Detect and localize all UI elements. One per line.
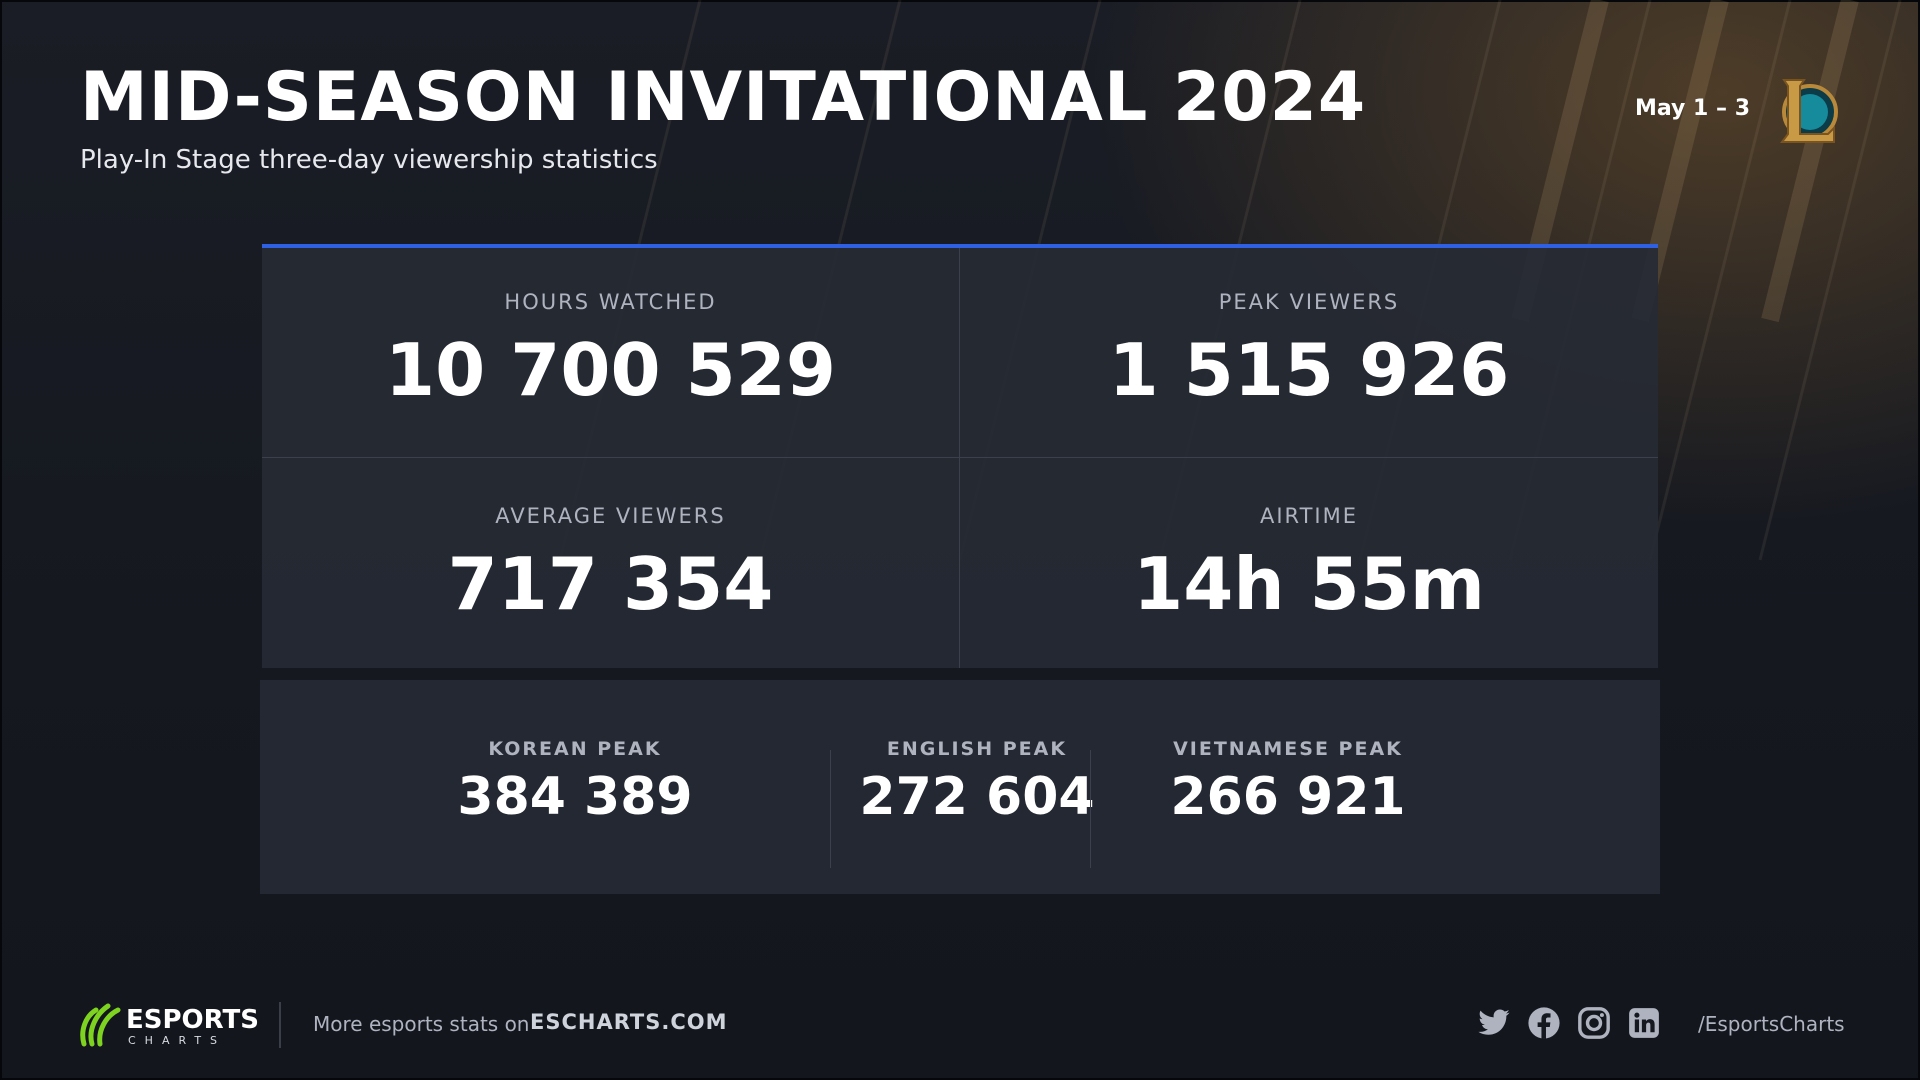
footer-divider <box>279 1002 281 1048</box>
korean-peak-label: KOREAN PEAK <box>488 738 662 760</box>
english-peak-stat: ENGLISH PEAK 272 604 <box>832 738 1122 828</box>
league-of-legends-logo-icon <box>1780 79 1838 143</box>
language-divider <box>830 750 831 868</box>
escharts-link[interactable]: ESCHARTS.COM <box>530 1010 728 1034</box>
vietnamese-peak-label: VIETNAMESE PEAK <box>1173 738 1403 760</box>
twitter-icon[interactable] <box>1477 1006 1511 1040</box>
social-handle[interactable]: /EsportsCharts <box>1698 1012 1845 1036</box>
peak-viewers-card: PEAK VIEWERS 1 515 926 <box>960 248 1658 458</box>
hours-watched-value: 10 700 529 <box>385 328 836 412</box>
brand-name: ESPORTS <box>126 1005 259 1035</box>
facebook-icon[interactable] <box>1527 1006 1561 1040</box>
korean-peak-stat: KOREAN PEAK 384 389 <box>430 738 720 828</box>
page-subtitle: Play-In Stage three-day viewership stati… <box>80 145 658 175</box>
hours-watched-card: HOURS WATCHED 10 700 529 <box>262 248 960 458</box>
hours-watched-label: HOURS WATCHED <box>504 290 717 314</box>
airtime-value: 14h 55m <box>1133 542 1485 626</box>
page-title: MID-SEASON INVITATIONAL 2024 <box>80 58 1367 137</box>
english-peak-label: ENGLISH PEAK <box>886 738 1068 760</box>
airtime-card: AIRTIME 14h 55m <box>960 458 1658 668</box>
average-viewers-card: AVERAGE VIEWERS 717 354 <box>262 458 960 668</box>
korean-peak-value: 384 389 <box>457 767 693 827</box>
main-stats-panel: HOURS WATCHED 10 700 529 PEAK VIEWERS 1 … <box>262 244 1658 668</box>
vietnamese-peak-value: 266 921 <box>1170 767 1406 827</box>
brand-subtitle: CHARTS <box>128 1034 227 1047</box>
date-range: May 1 – 3 <box>1635 96 1750 121</box>
vietnamese-peak-stat: VIETNAMESE PEAK 266 921 <box>1118 738 1458 828</box>
linkedin-icon[interactable] <box>1627 1006 1661 1040</box>
language-divider <box>1090 750 1091 868</box>
airtime-label: AIRTIME <box>1259 504 1359 528</box>
average-viewers-value: 717 354 <box>447 542 774 626</box>
english-peak-value: 272 604 <box>859 767 1095 827</box>
peak-viewers-value: 1 515 926 <box>1108 328 1510 412</box>
esports-charts-logo-icon <box>80 1003 121 1047</box>
peak-viewers-label: PEAK VIEWERS <box>1218 290 1400 314</box>
instagram-icon[interactable] <box>1577 1006 1611 1040</box>
more-stats-text: More esports stats on <box>313 1012 530 1036</box>
language-peaks-panel: KOREAN PEAK 384 389 ENGLISH PEAK 272 604… <box>260 680 1660 894</box>
average-viewers-label: AVERAGE VIEWERS <box>495 504 726 528</box>
